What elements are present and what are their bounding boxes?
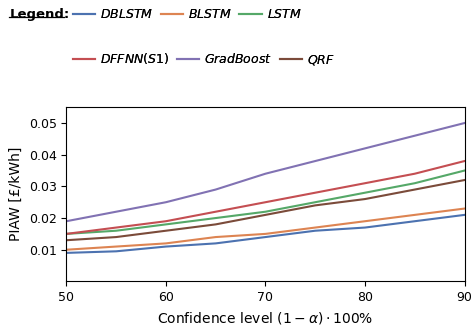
Legend: $\it{DBLSTM}$, $\it{BLSTM}$, $\it{LSTM}$: $\it{DBLSTM}$, $\it{BLSTM}$, $\it{LSTM}$ <box>73 8 302 21</box>
Legend: $\it{DFFNN(S1)}$, $\it{GradBoost}$, $\it{QRF}$: $\it{DFFNN(S1)}$, $\it{GradBoost}$, $\it… <box>73 52 335 67</box>
Y-axis label: PIAW [£/kWh]: PIAW [£/kWh] <box>9 147 23 242</box>
Text: Legend:: Legend: <box>9 8 70 21</box>
X-axis label: Confidence level $(1-\alpha)\cdot100\%$: Confidence level $(1-\alpha)\cdot100\%$ <box>157 310 374 326</box>
